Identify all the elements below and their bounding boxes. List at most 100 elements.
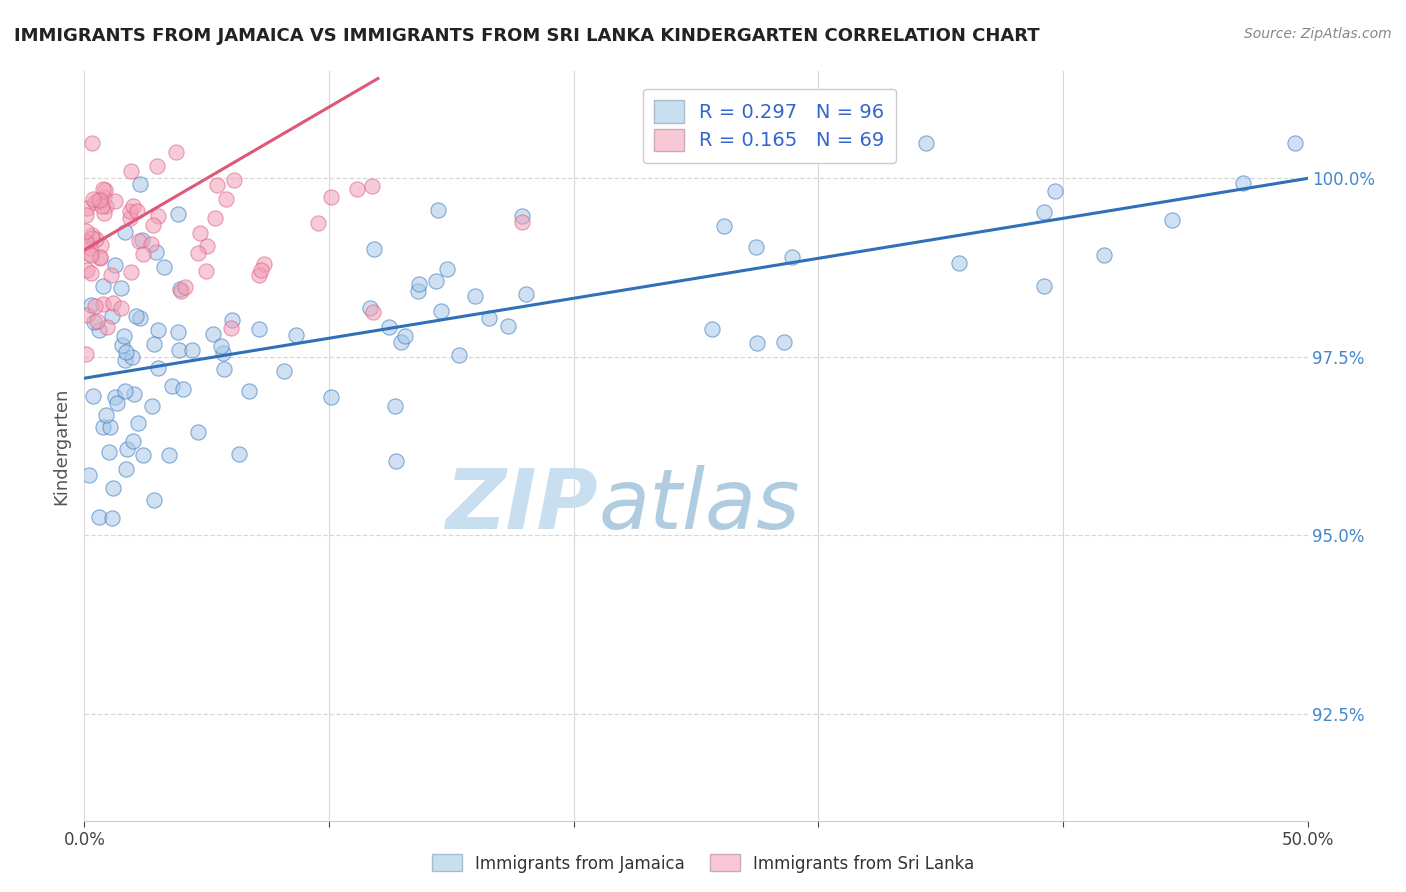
Point: [89, 250, 111, 264]
Text: Source: ZipAtlas.com: Source: ZipAtlas.com: [1244, 27, 1392, 41]
Point: [201, 327, 224, 342]
Point: [93, 189, 115, 203]
Point: [131, 233, 153, 247]
Point: [76, 263, 98, 277]
Point: [83, 315, 105, 329]
Point: [253, 257, 276, 271]
Point: [1232, 176, 1254, 190]
Point: [105, 396, 128, 410]
Point: [87, 510, 110, 524]
Point: [94, 199, 117, 213]
Point: [98, 419, 121, 434]
Point: [84, 195, 107, 210]
Point: [75, 347, 97, 361]
Point: [1032, 278, 1054, 293]
Point: [145, 244, 167, 259]
Point: [120, 265, 142, 279]
Point: [96, 319, 118, 334]
Point: [212, 362, 235, 376]
Point: [174, 280, 197, 294]
Point: [307, 216, 329, 230]
Point: [167, 326, 190, 340]
Point: [129, 311, 152, 326]
Point: [82, 136, 104, 150]
Point: [89, 323, 111, 337]
Point: [112, 329, 135, 343]
Point: [515, 287, 537, 301]
Point: [132, 448, 155, 462]
Point: [80, 248, 103, 262]
Point: [169, 282, 191, 296]
Point: [101, 309, 124, 323]
Point: [79, 246, 101, 260]
Point: [114, 352, 136, 367]
Point: [146, 209, 169, 223]
Point: [75, 235, 97, 250]
Point: [247, 322, 270, 336]
Point: [221, 313, 243, 327]
Point: [90, 199, 112, 213]
Point: [80, 298, 103, 312]
Point: [104, 194, 127, 209]
Point: [121, 351, 143, 365]
Point: [780, 251, 803, 265]
Point: [104, 258, 127, 272]
Point: [101, 481, 124, 495]
Point: [91, 181, 114, 195]
Point: [408, 277, 430, 291]
Point: [157, 448, 180, 462]
Point: [129, 177, 152, 191]
Point: [89, 251, 111, 265]
Point: [188, 226, 211, 240]
Point: [361, 305, 384, 319]
Text: atlas: atlas: [598, 466, 800, 547]
Point: [167, 343, 190, 357]
Point: [346, 182, 368, 196]
Point: [360, 178, 382, 193]
Point: [496, 319, 519, 334]
Point: [91, 297, 114, 311]
Point: [101, 511, 124, 525]
Point: [285, 328, 308, 343]
Point: [478, 310, 501, 325]
Point: [124, 310, 146, 324]
Point: [172, 382, 194, 396]
Point: [75, 208, 97, 222]
Point: [773, 334, 796, 349]
Point: [89, 193, 111, 207]
Point: [142, 492, 165, 507]
Point: [510, 215, 533, 229]
Point: [406, 284, 429, 298]
Point: [124, 386, 146, 401]
Point: [425, 274, 447, 288]
Legend: R = 0.297   N = 96, R = 0.165   N = 69: R = 0.297 N = 96, R = 0.165 N = 69: [643, 88, 896, 162]
Point: [427, 203, 450, 218]
Point: [76, 201, 98, 215]
Point: [143, 337, 166, 351]
Point: [250, 262, 273, 277]
Legend: Immigrants from Jamaica, Immigrants from Sri Lanka: Immigrants from Jamaica, Immigrants from…: [425, 847, 981, 880]
Point: [79, 241, 101, 255]
Point: [82, 231, 104, 245]
Point: [747, 336, 769, 351]
Point: [195, 239, 218, 253]
Point: [447, 348, 470, 362]
Y-axis label: Kindergarten: Kindergarten: [52, 387, 70, 505]
Point: [510, 210, 533, 224]
Point: [249, 268, 271, 283]
Point: [139, 237, 162, 252]
Point: [165, 145, 187, 160]
Point: [84, 232, 107, 246]
Text: IMMIGRANTS FROM JAMAICA VS IMMIGRANTS FROM SRI LANKA KINDERGARTEN CORRELATION CH: IMMIGRANTS FROM JAMAICA VS IMMIGRANTS FR…: [14, 27, 1039, 45]
Point: [385, 454, 408, 468]
Point: [1161, 213, 1184, 227]
Point: [321, 390, 343, 404]
Point: [120, 164, 142, 178]
Point: [84, 299, 107, 313]
Point: [110, 281, 132, 295]
Point: [115, 344, 138, 359]
Point: [1043, 184, 1066, 198]
Point: [1284, 136, 1306, 150]
Point: [204, 211, 226, 226]
Point: [94, 408, 117, 422]
